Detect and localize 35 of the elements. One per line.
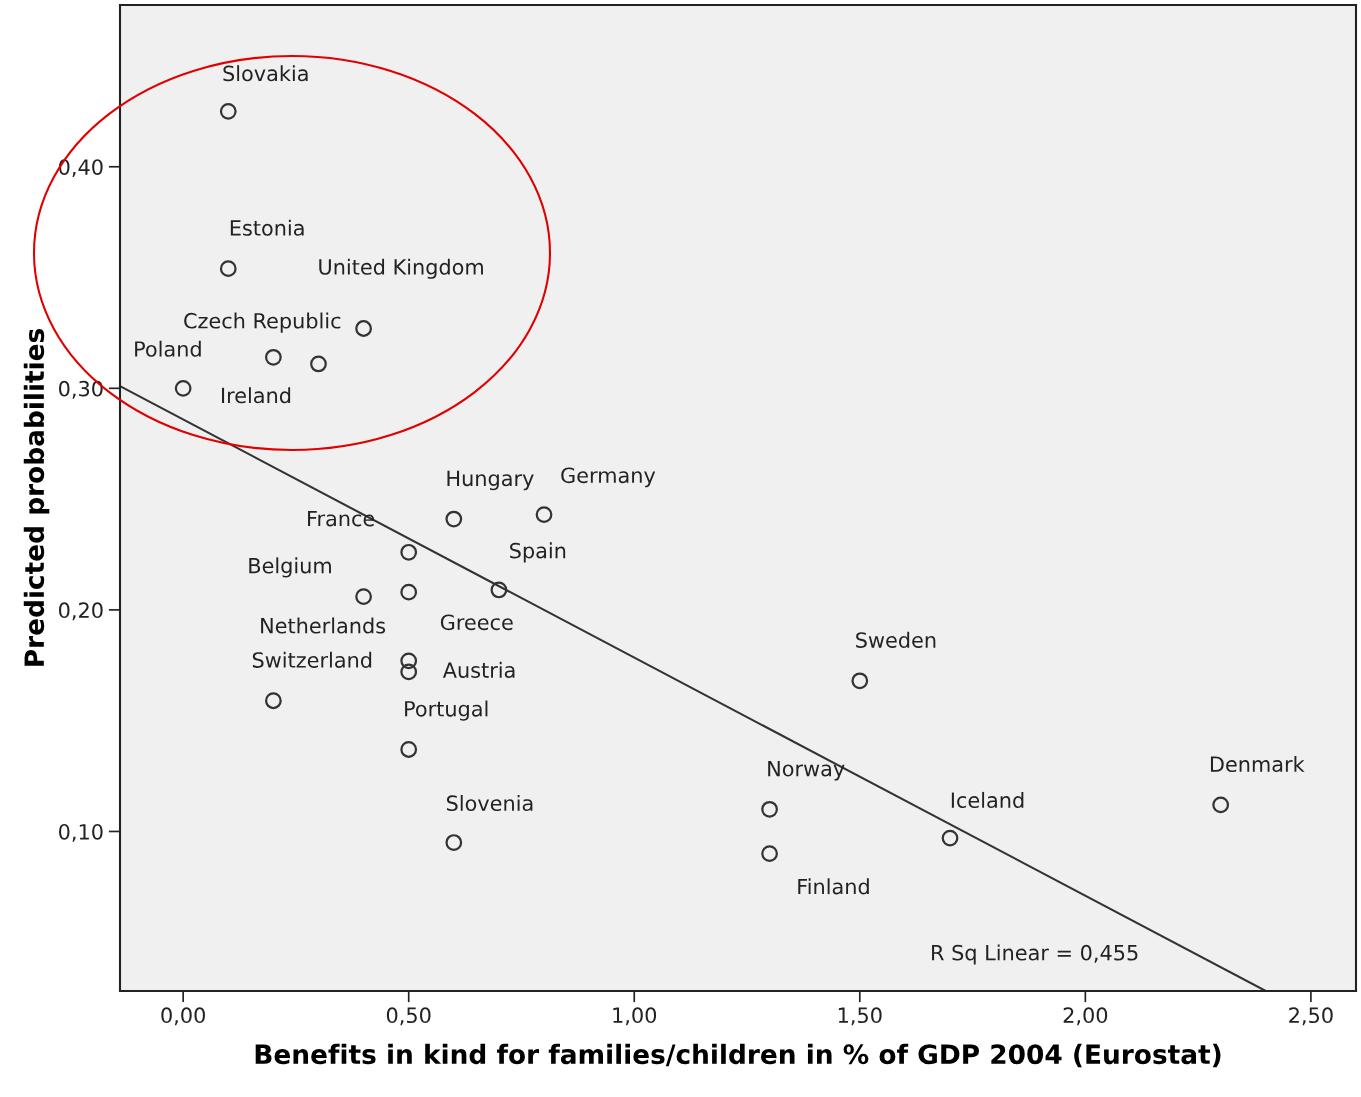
annotation: Sweden [856, 631, 936, 648]
annotation: Portugal [405, 700, 488, 721]
x-axis-title: Benefits in kind for families/children in % of GDP 2004 (Eurostat) [255, 1043, 1221, 1068]
annotation: Slovenia [446, 794, 533, 812]
annotation: Slovakia [223, 65, 308, 82]
annotation: Czech Republic [184, 312, 341, 333]
annotation: Denmark [1210, 755, 1305, 773]
annotation: Ireland [222, 387, 291, 404]
x-tick-label: 0,50 [386, 1007, 431, 1026]
x-tick-label: 2,00 [1063, 1007, 1108, 1026]
annotation: Germany [561, 467, 656, 488]
annotation: France [308, 510, 375, 527]
annotation: Estonia [230, 219, 304, 236]
y-tick-label: 0,20 [59, 602, 103, 621]
annotation: Spain [510, 542, 566, 563]
annotation: R Sq Linear = 0,455 [932, 944, 1138, 965]
annotation: Austria [442, 661, 515, 678]
x-tick-label: 1,00 [613, 1007, 657, 1026]
annotation: Greece [440, 614, 513, 631]
y-tick-label: 0,30 [59, 380, 103, 399]
annotation: Switzerland [252, 651, 372, 668]
annotation: Hungary [447, 470, 534, 491]
y-axis-title: Predicted probabilities [23, 329, 50, 666]
annotation: Finland [798, 878, 869, 895]
annotation: Poland [135, 340, 201, 357]
x-tick-label: 2,50 [1289, 1007, 1333, 1026]
annotation: Netherlands [261, 617, 386, 634]
annotation: Belgium [249, 557, 331, 578]
y-tick-label: 0,10 [59, 823, 103, 842]
annotation: Norway [768, 760, 845, 781]
annotation: United Kingdom [319, 258, 483, 279]
x-tick-label: 0,00 [161, 1007, 205, 1026]
y-tick-label: 0,40 [59, 159, 103, 178]
annotation: Iceland [951, 791, 1024, 809]
x-tick-label: 1,50 [838, 1007, 882, 1026]
